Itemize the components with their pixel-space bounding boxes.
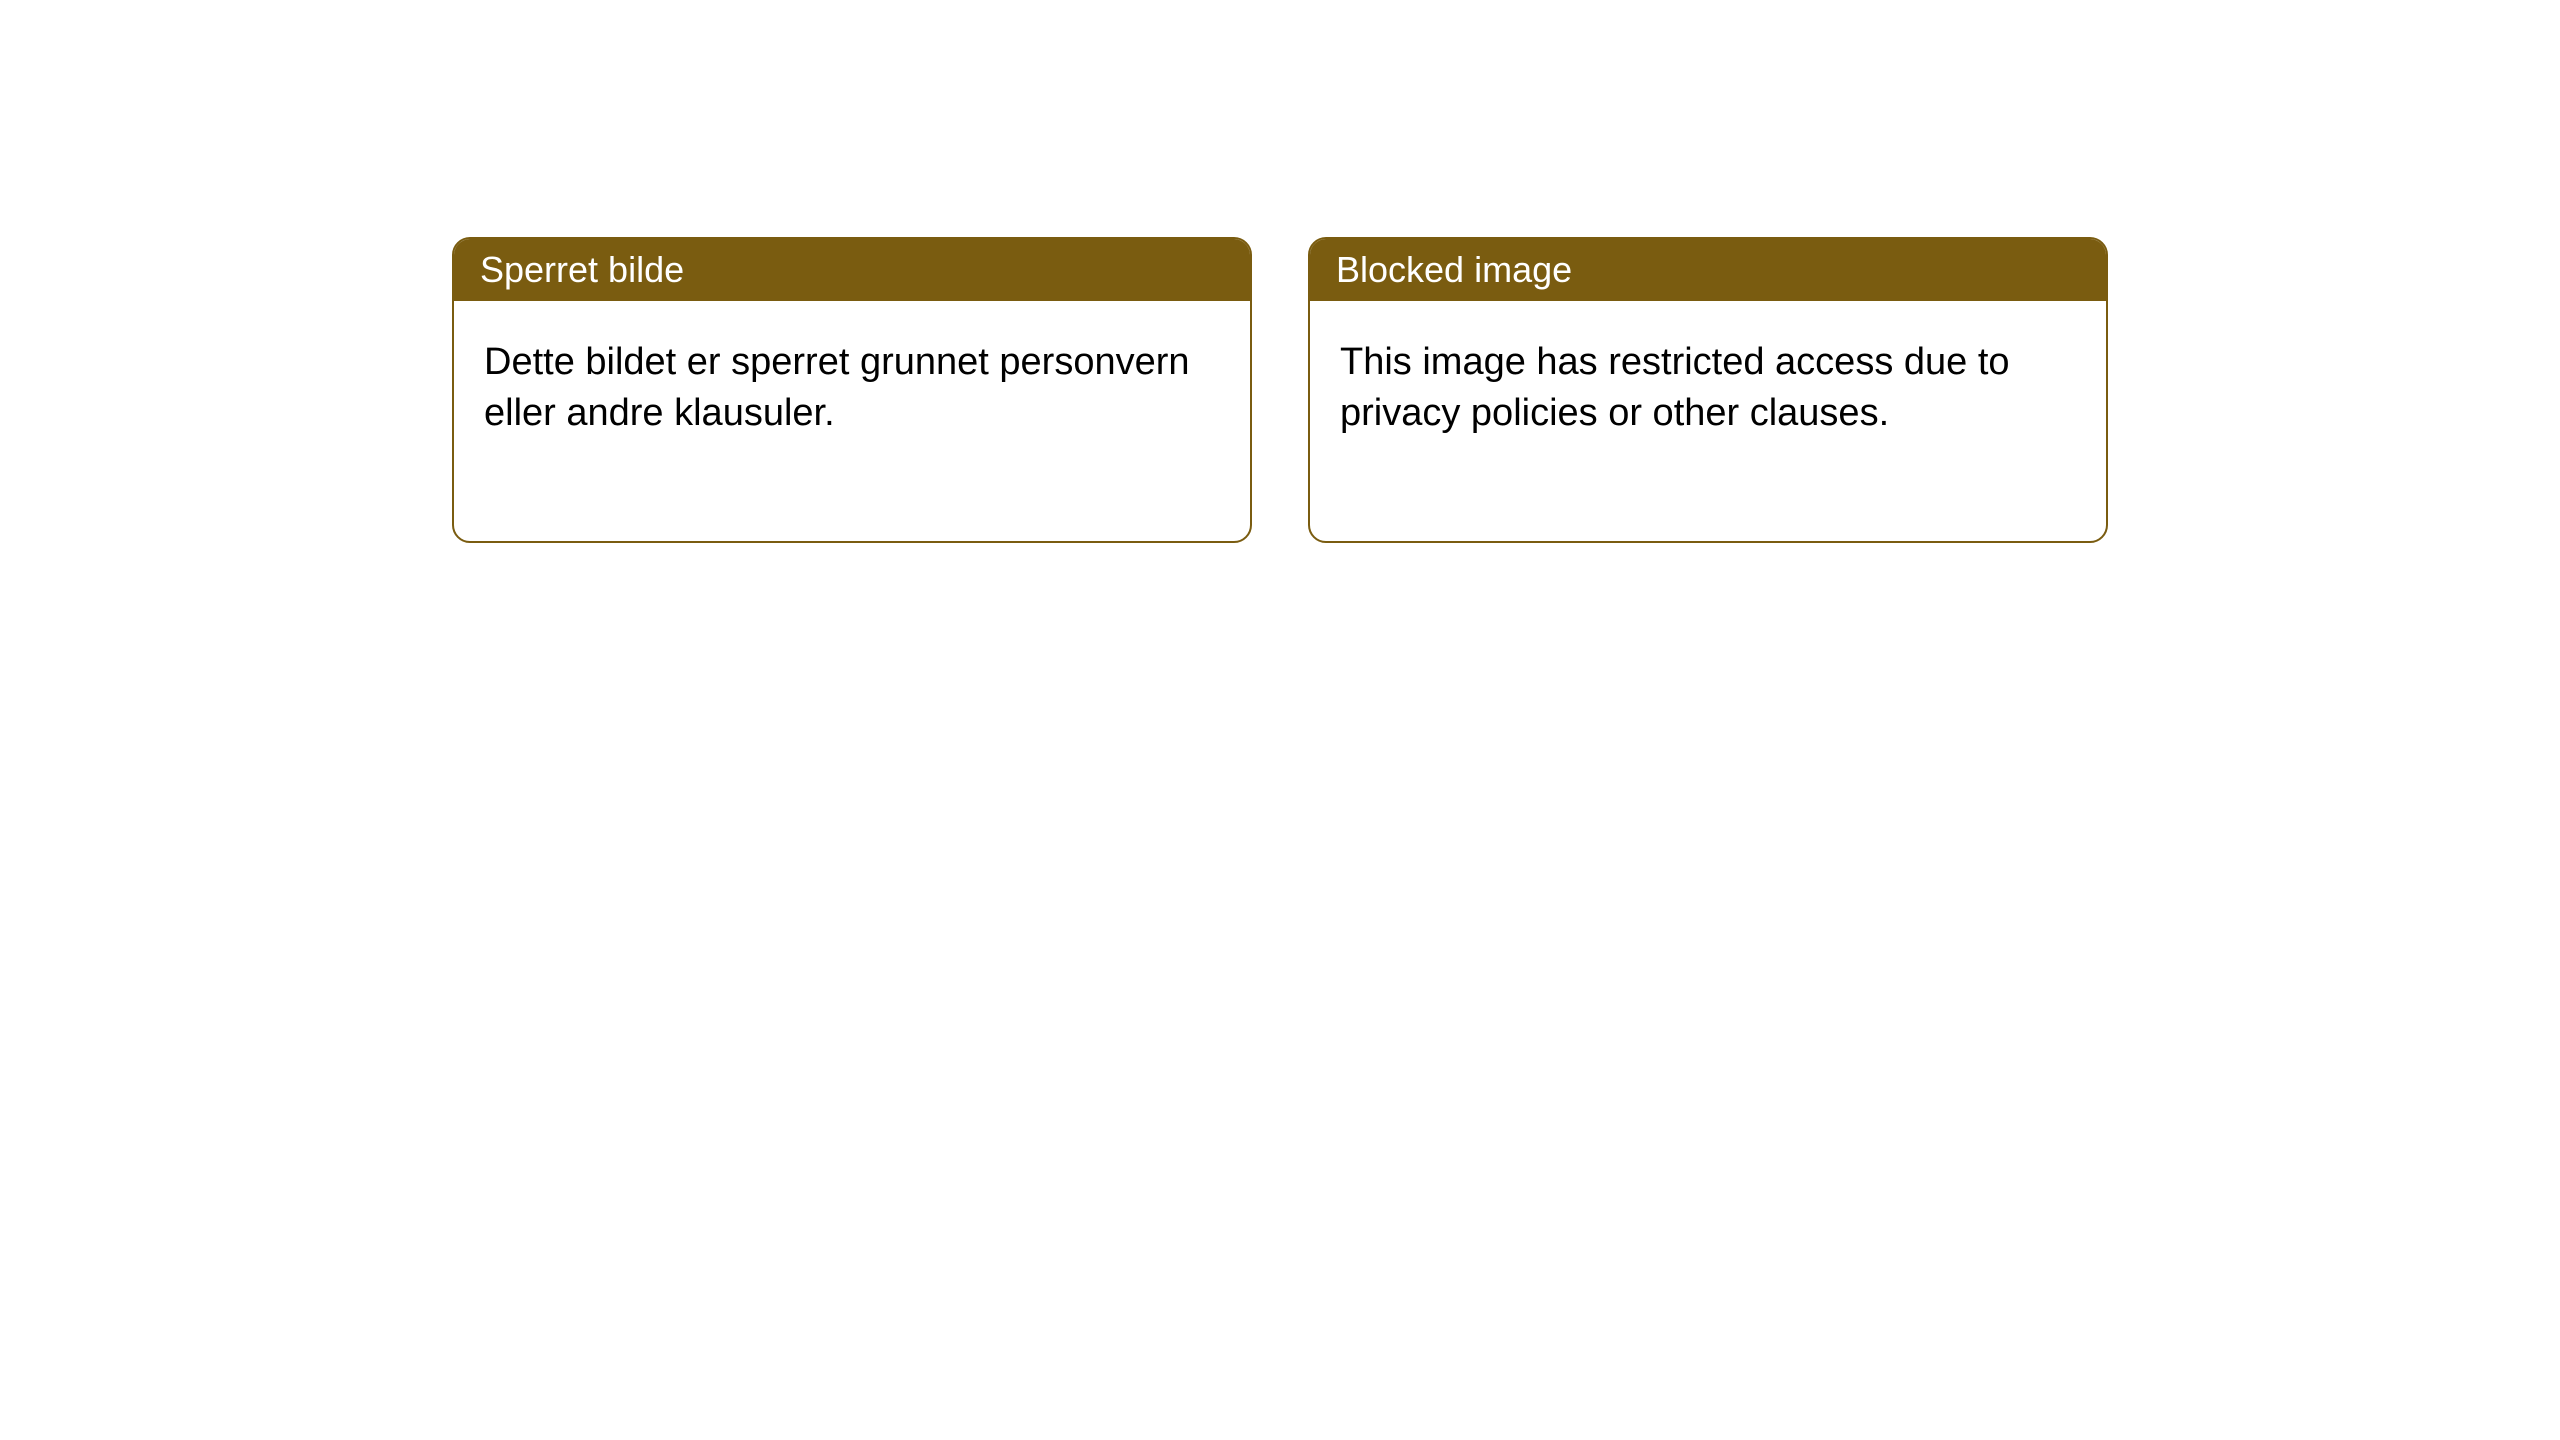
notice-card-norwegian: Sperret bilde Dette bildet er sperret gr… — [452, 237, 1252, 543]
notice-title: Sperret bilde — [480, 249, 684, 290]
notice-card-body: Dette bildet er sperret grunnet personve… — [454, 301, 1250, 541]
notice-card-english: Blocked image This image has restricted … — [1308, 237, 2108, 543]
notice-body-text: This image has restricted access due to … — [1340, 341, 2010, 434]
notice-title: Blocked image — [1336, 249, 1572, 290]
notice-body-text: Dette bildet er sperret grunnet personve… — [484, 341, 1190, 434]
notice-card-container: Sperret bilde Dette bildet er sperret gr… — [452, 237, 2108, 543]
notice-card-header: Blocked image — [1310, 239, 2106, 301]
notice-card-header: Sperret bilde — [454, 239, 1250, 301]
notice-card-body: This image has restricted access due to … — [1310, 301, 2106, 541]
